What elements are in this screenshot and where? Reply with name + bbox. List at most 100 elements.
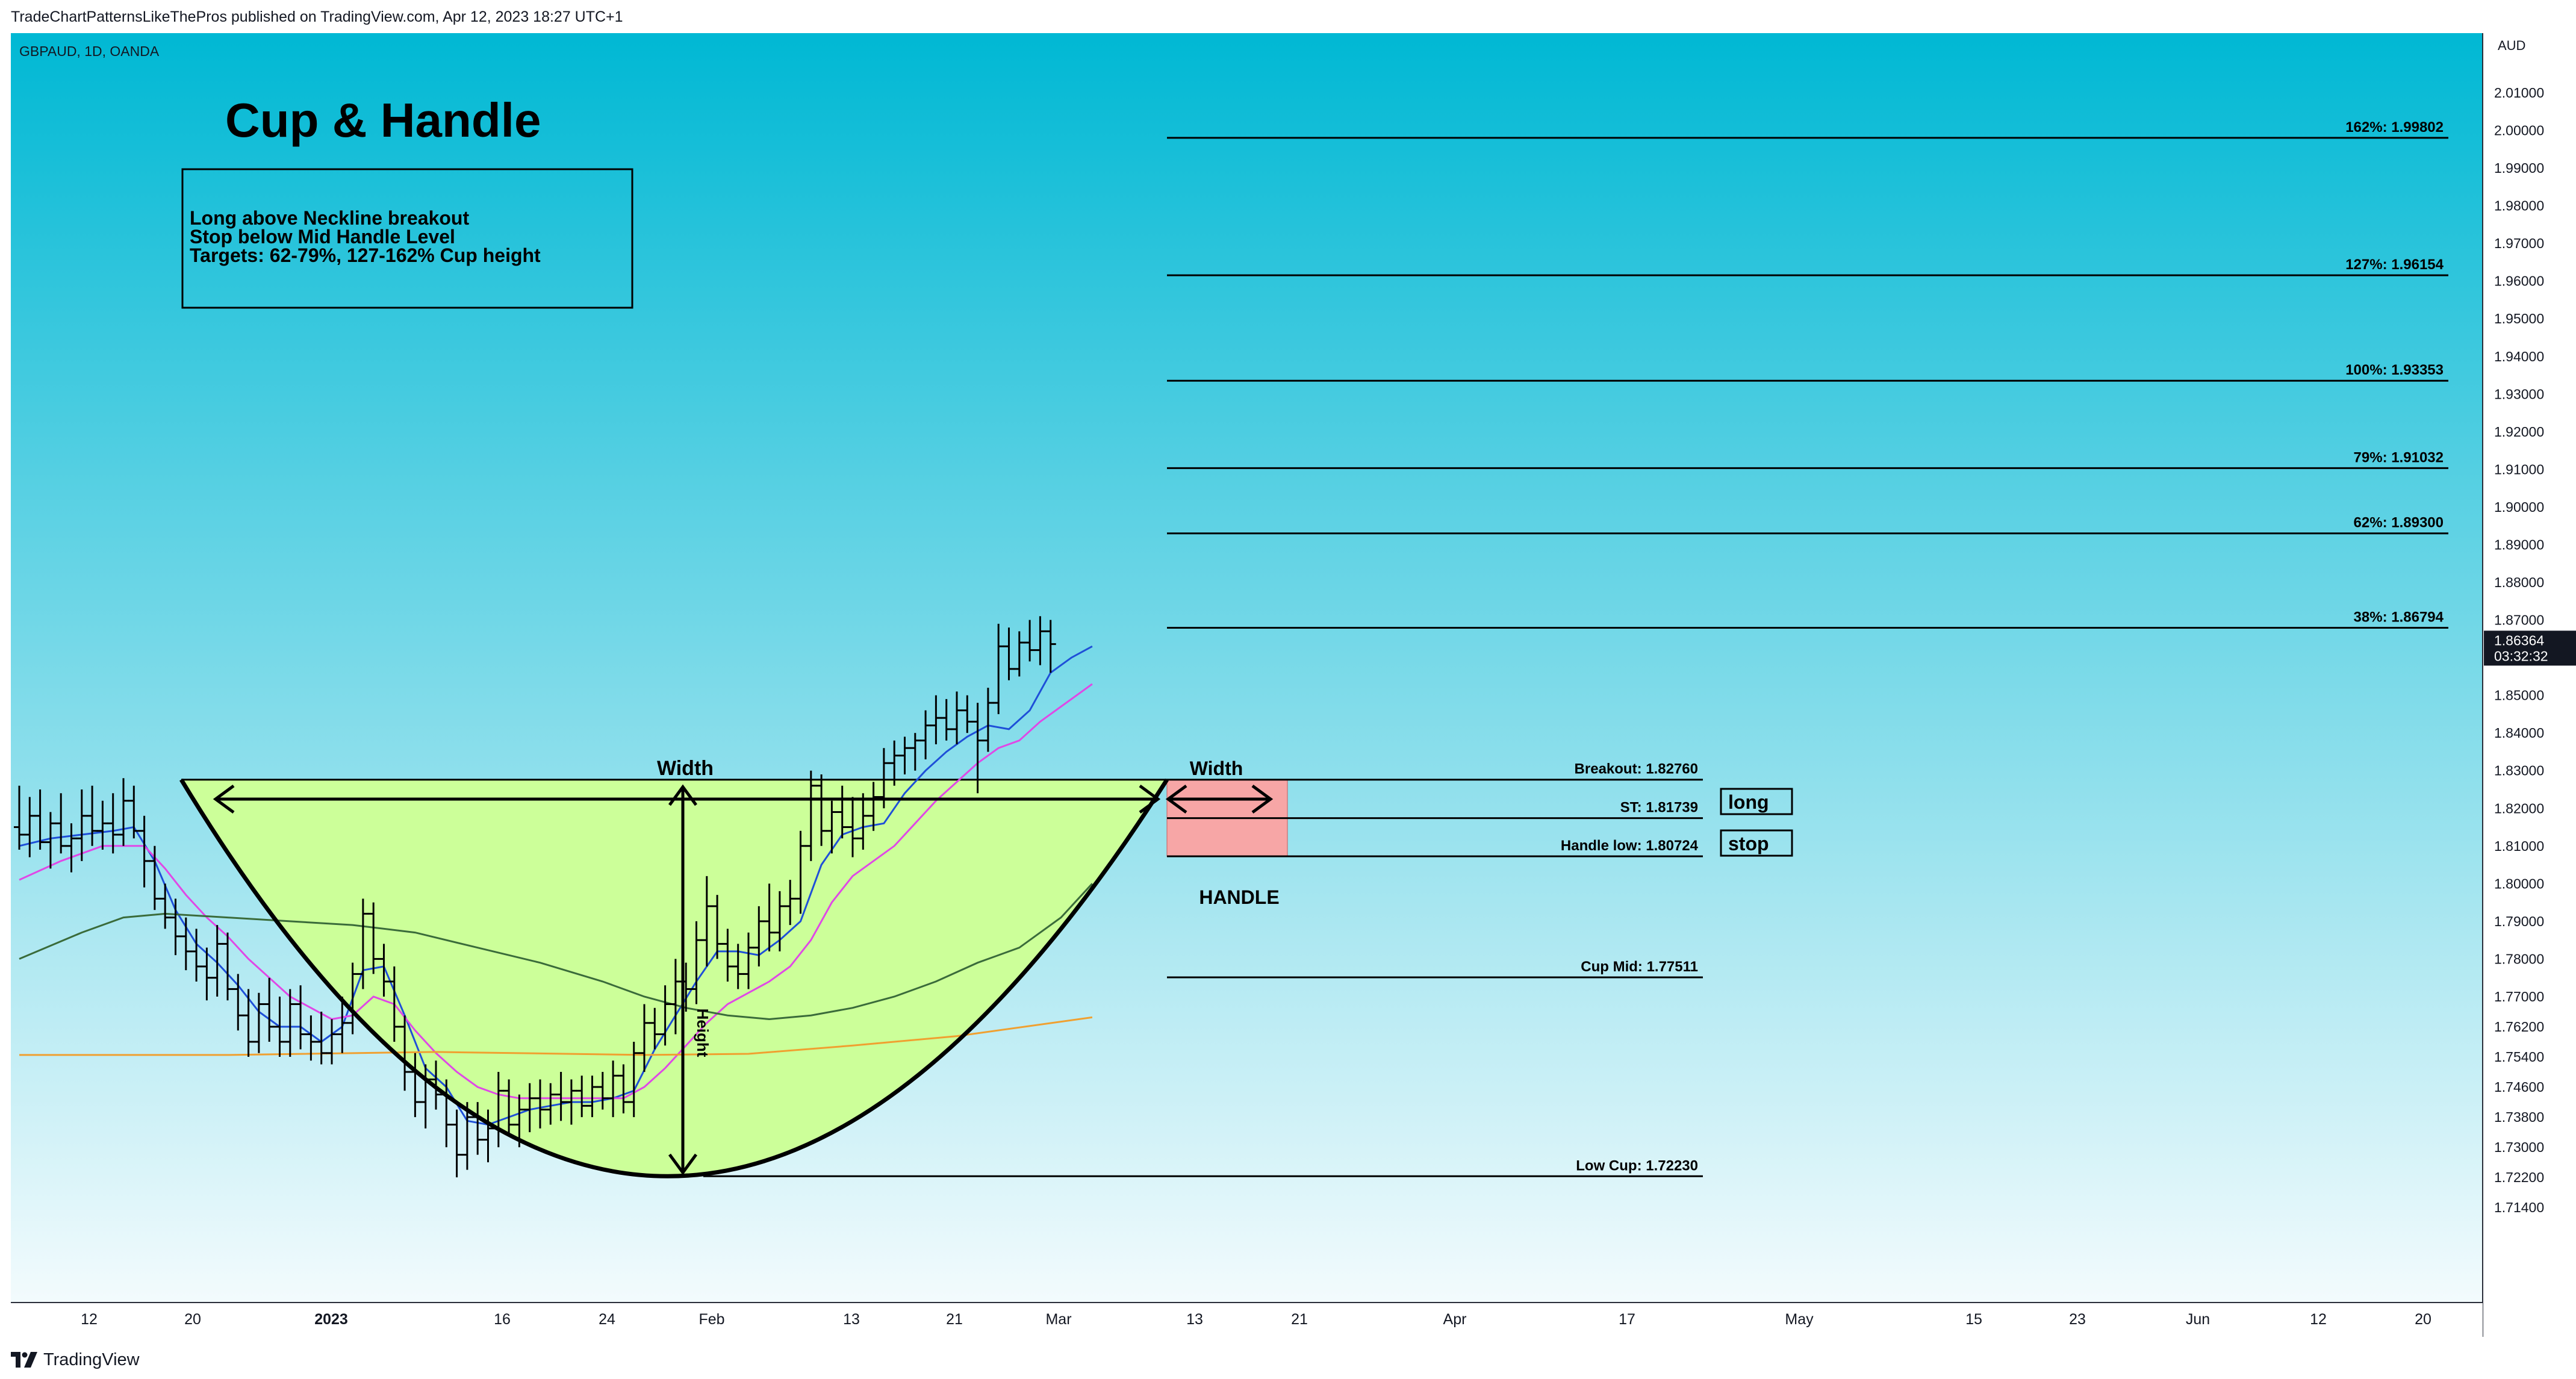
ohlc-bar [618,1064,629,1113]
ohlc-bar [316,1011,327,1065]
ohlc-bar [431,1060,441,1110]
ohlc-bar [920,710,932,759]
ohlc-bar [1045,620,1056,673]
arrow-head-left [213,784,235,814]
height-arrow [668,784,698,1175]
price-tick-label: 1.72200 [2494,1169,2544,1185]
ohlc-bar [951,691,962,744]
price-tick-label: 1.71400 [2494,1200,2544,1215]
ohlc-bar [451,1109,462,1178]
ohlc-bar [76,789,87,861]
time-tick-label: May [1785,1311,1814,1328]
arrow-head-right [1139,784,1161,814]
level-label: 162%: 1.99802 [2345,119,2444,135]
level-label: 62%: 1.89300 [2354,515,2444,531]
ohlc-bar [565,1079,577,1125]
price-tick-label: 1.88000 [2494,574,2544,590]
ohlc-bar [388,966,400,1042]
ohlc-bar [409,1053,421,1118]
level-label: Low Cup: 1.72230 [1576,1157,1698,1174]
ohlc-bar [514,1094,525,1148]
ohlc-bar [826,800,838,854]
price-tick-label: 1.90000 [2494,499,2544,515]
price-tick-label: 1.73800 [2494,1109,2544,1125]
time-tick-label: 17 [1619,1311,1635,1328]
ohlc-bar [691,921,702,1004]
ohlc-bar [732,944,744,989]
ohlc-bar [816,774,827,846]
handle-label: HANDLE [1199,886,1279,908]
ohlc-bar [180,917,191,971]
price-tick-label: 1.76200 [2494,1019,2544,1035]
time-tick-label: Jun [2186,1311,2210,1328]
price-chart[interactable]: 162%: 1.99802 127%: 1.96154 100%: 1.93353 7… [11,33,2576,1337]
level-label: Breakout: 1.82760 [1575,761,1698,777]
ohlc-bar [972,703,983,794]
price-tick-label: 1.99000 [2494,160,2544,176]
ohlc-bar [930,695,942,744]
time-tick-label: Apr [1443,1311,1467,1328]
ohlc-bar [909,733,921,771]
symbol-label: GBPAUD, 1D, OANDA [19,43,160,59]
price-tick-label: 1.87000 [2494,612,2544,628]
time-tick-label: 21 [946,1311,963,1328]
ohlc-bar [34,789,46,850]
ohlc-bar [785,880,796,926]
ohlc-bar [274,996,285,1057]
sma-100-line [19,883,1094,1021]
ohlc-bar [441,1079,452,1148]
arrow-head-up [668,784,698,806]
price-tick-label: 1.98000 [2494,198,2544,214]
price-tick-label: 1.89000 [2494,537,2544,552]
handle-width-label: Width [1190,758,1243,779]
ohlc-bar [993,623,1004,714]
ohlc-bar [347,962,358,1035]
ohlc-bar [889,740,900,786]
stop-tag-box [1720,829,1793,857]
cup-fill [181,779,1167,1177]
height-label: Height [694,1009,712,1057]
ohlc-bar [670,959,681,1035]
last-price-marker [2484,630,2576,666]
ohlc-bar [118,778,129,846]
footer-brand: TradingView [43,1349,140,1369]
price-tick-label: 1.91000 [2494,461,2544,477]
ohlc-bar [191,929,202,982]
ohlc-bar [722,929,733,982]
time-tick-label: 15 [1965,1311,1982,1328]
ohlc-bar [232,974,244,1031]
countdown-label: 03:32:32 [2494,648,2548,664]
arrow-head-down [668,1153,698,1175]
ohlc-bar [211,925,223,997]
price-tick-label: 1.81000 [2494,838,2544,854]
ohlc-bar [337,996,348,1053]
ohlc-bar [764,883,775,951]
level-label: 100%: 1.93353 [2345,362,2444,378]
time-tick-label: 21 [1291,1311,1308,1328]
ohlc-bar [493,1072,504,1148]
ohlc-bar [524,1083,535,1133]
ohlc-bar [899,736,910,774]
ohlc-bar [45,812,56,869]
chart-frame[interactable]: 162%: 1.99802 127%: 1.96154 100%: 1.93353 7… [11,33,2576,1337]
ohlc-bar [774,891,785,951]
ohlc-bar [107,793,119,854]
ohlc-bar [576,1075,588,1118]
ohlc-bar [264,977,275,1042]
ohlc-bar [535,1079,546,1128]
ohlc-bar [743,932,754,989]
price-axis-background [2483,33,2576,1337]
ohlc-bar [66,823,77,873]
ohlc-bar [368,902,379,974]
time-tick-label: 2023 [314,1311,348,1328]
ohlc-bar [503,1079,515,1136]
price-tick-label: 2.01000 [2494,85,2544,101]
ohlc-bar [1013,631,1025,677]
price-tick-label: 1.92000 [2494,424,2544,440]
ohlc-bar [243,989,254,1057]
ohlc-bar [597,1072,608,1110]
ohlc-bar [962,695,973,733]
long-tag-box [1720,788,1793,815]
time-axis-background [11,1303,2483,1337]
time-tick-label: 24 [599,1311,615,1328]
